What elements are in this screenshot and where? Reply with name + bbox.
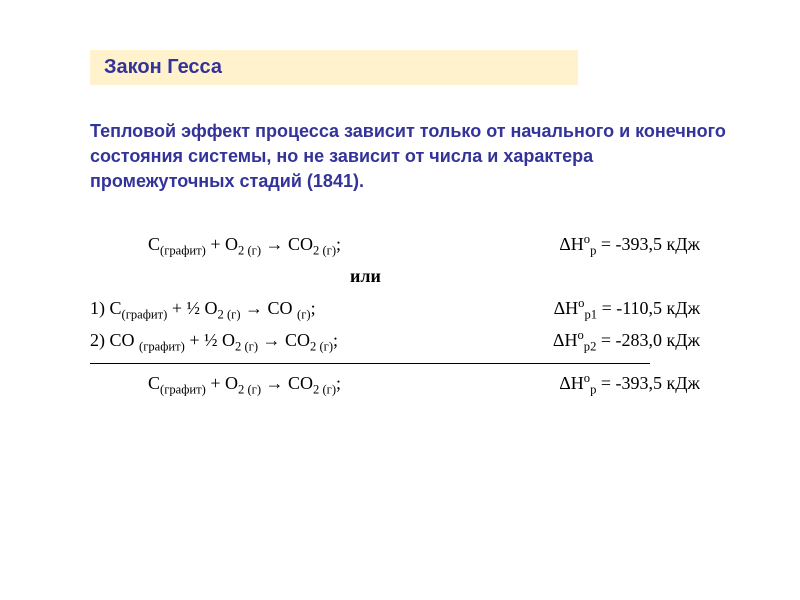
equation-main: C(графит) + O2 (г) → CO2 (г); ΔHoр = -39… [90, 229, 730, 261]
eq-text: + ½ O [167, 298, 217, 318]
eq-text: → CO [258, 330, 310, 350]
eq-sub: 2 (г) [313, 382, 336, 396]
equation-sum: C(графит) + O2 (г) → CO2 (г); ΔHoр = -39… [90, 368, 730, 400]
title-text: Закон Гесса [104, 56, 222, 78]
eq-value: = -393,5 кДж [596, 234, 700, 254]
equation-1: 1) C(графит) + ½ O2 (г) → CO (г); ΔHoр1 … [90, 293, 730, 325]
eq-sub: 2 (г) [310, 339, 333, 353]
eq-text: ; [336, 373, 341, 393]
law-statement: Тепловой эффект процесса зависит только … [90, 119, 730, 195]
eq-text: + ½ O [185, 330, 235, 350]
eq-sub: (графит) [160, 243, 206, 257]
eq-sub: р1 [584, 308, 597, 322]
eq-text: ; [311, 298, 316, 318]
eq-sub: 2 (г) [238, 243, 261, 257]
eq-sub: (г) [297, 308, 311, 322]
eq-num: 1) [90, 298, 110, 318]
or-label: или [90, 262, 730, 291]
equation-2: 2) CO (графит) + ½ O2 (г) → CO2 (г); ΔHo… [90, 325, 730, 357]
eq-sub: (графит) [139, 339, 185, 353]
eq-sub: (графит) [122, 308, 168, 322]
eq-text: C [110, 298, 122, 318]
eq-text: CO [110, 330, 140, 350]
eq-text: ΔH [553, 330, 578, 350]
eq-value: = -110,5 кДж [597, 298, 700, 318]
eq-text: C [148, 373, 160, 393]
eq-text: + O [206, 373, 238, 393]
eq-text: + O [206, 234, 238, 254]
eq-sub: 2 (г) [238, 382, 261, 396]
eq-sub: р2 [584, 339, 597, 353]
eq-sub: 2 (г) [313, 243, 336, 257]
eq-text: ΔH [559, 373, 584, 393]
eq-text: ; [336, 234, 341, 254]
eq-sub: 2 (г) [235, 339, 258, 353]
equations-block: C(графит) + O2 (г) → CO2 (г); ΔHoр = -39… [90, 229, 730, 400]
eq-sub: 2 (г) [218, 308, 241, 322]
eq-num: 2) [90, 330, 110, 350]
title-band: Закон Гесса [90, 50, 578, 85]
slide: Закон Гесса Тепловой эффект процесса зав… [0, 0, 800, 399]
eq-text: → CO [241, 298, 298, 318]
eq-value: = -283,0 кДж [596, 330, 700, 350]
eq-sub: (графит) [160, 382, 206, 396]
eq-value: = -393,5 кДж [596, 373, 700, 393]
eq-text: → CO [261, 234, 313, 254]
eq-text: C [148, 234, 160, 254]
eq-text: → CO [261, 373, 313, 393]
sum-divider [90, 363, 650, 364]
eq-text: ; [333, 330, 338, 350]
eq-text: ΔH [559, 234, 584, 254]
eq-text: ΔH [554, 298, 579, 318]
